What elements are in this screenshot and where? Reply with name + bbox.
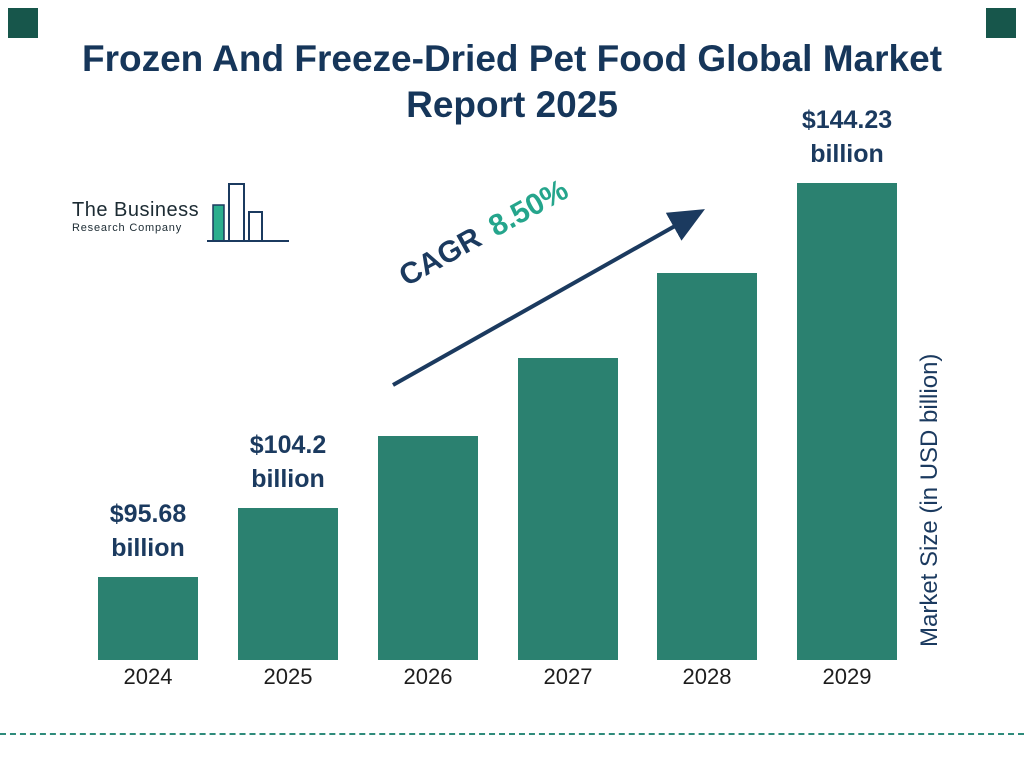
bar-2028 <box>657 273 757 660</box>
x-tick-2024: 2024 <box>123 664 173 689</box>
bar-2026 <box>378 436 478 660</box>
bar-2025 <box>238 508 338 660</box>
logo-line2: Research Company <box>72 222 183 234</box>
y-axis-label: Market Size (in USD billion) <box>916 353 943 647</box>
logo-line1: The Business <box>72 199 200 221</box>
bar-value-label-2024: $95.68 billion <box>109 500 187 562</box>
x-tick-2028: 2028 <box>682 664 732 689</box>
cagr-label: CAGR <box>393 221 488 293</box>
bar-value-label-2029: $144.23 billion <box>801 106 893 168</box>
x-tick-2025: 2025 <box>263 664 313 689</box>
bar-2024 <box>98 577 198 660</box>
page-title: Frozen And Freeze-Dried Pet Food Global … <box>82 38 943 126</box>
company-logo: The Business Research Company <box>72 178 291 246</box>
bottom-dashed-divider <box>0 733 1024 735</box>
cagr-annotation: CAGR8.50% <box>394 128 655 293</box>
x-tick-2029: 2029 <box>822 664 872 689</box>
corner-square-top-left <box>8 8 38 38</box>
corner-square-top-right <box>986 8 1016 38</box>
logo-bar-chart-icon <box>207 183 290 242</box>
x-tick-2026: 2026 <box>403 664 453 689</box>
cagr-value: 8.50% <box>483 173 574 244</box>
x-tick-2027: 2027 <box>543 664 593 689</box>
company-logo-text: The Business Research Company <box>72 199 199 246</box>
bar-2027 <box>518 358 618 660</box>
bar-2029 <box>797 183 897 660</box>
bar-value-label-2025: $104.2 billion <box>249 431 327 493</box>
